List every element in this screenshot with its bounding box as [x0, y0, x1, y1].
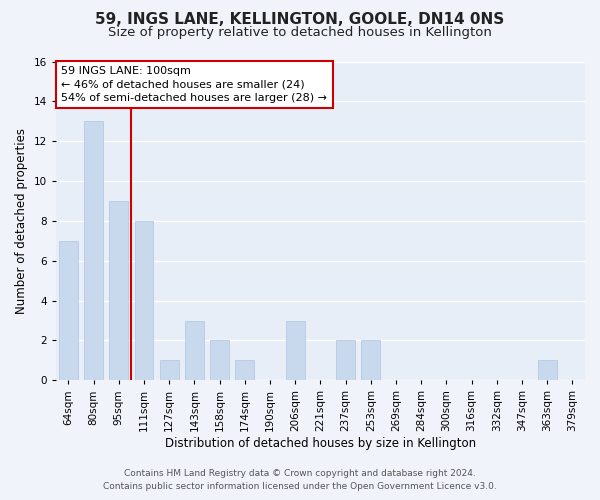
Bar — [538, 360, 557, 380]
Bar — [235, 360, 254, 380]
Bar — [109, 201, 128, 380]
Bar — [185, 320, 204, 380]
Bar — [59, 241, 78, 380]
Bar — [84, 122, 103, 380]
Bar — [160, 360, 179, 380]
Y-axis label: Number of detached properties: Number of detached properties — [15, 128, 28, 314]
Text: 59 INGS LANE: 100sqm
← 46% of detached houses are smaller (24)
54% of semi-detac: 59 INGS LANE: 100sqm ← 46% of detached h… — [61, 66, 327, 102]
Text: Contains HM Land Registry data © Crown copyright and database right 2024.
Contai: Contains HM Land Registry data © Crown c… — [103, 469, 497, 491]
Text: 59, INGS LANE, KELLINGTON, GOOLE, DN14 0NS: 59, INGS LANE, KELLINGTON, GOOLE, DN14 0… — [95, 12, 505, 28]
Bar — [361, 340, 380, 380]
Bar — [210, 340, 229, 380]
Bar — [336, 340, 355, 380]
Bar — [134, 221, 154, 380]
Text: Size of property relative to detached houses in Kellington: Size of property relative to detached ho… — [108, 26, 492, 39]
Bar — [286, 320, 305, 380]
X-axis label: Distribution of detached houses by size in Kellington: Distribution of detached houses by size … — [165, 437, 476, 450]
